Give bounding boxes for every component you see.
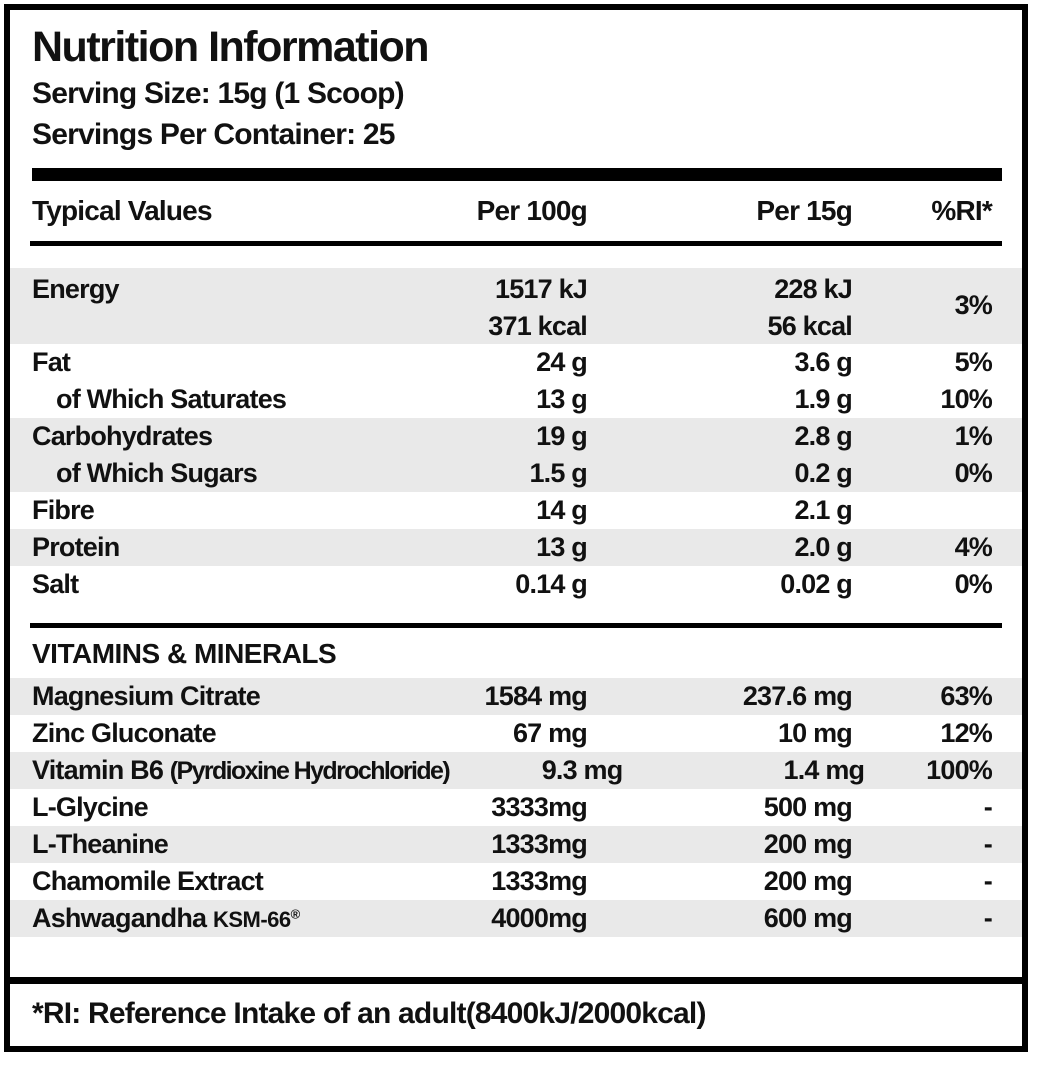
table-row-fibre: Fibre 14 g 2.1 g <box>10 492 1022 529</box>
value-ri: 0% <box>954 568 993 599</box>
row-name: Ashwagandha KSM-66® <box>32 902 301 933</box>
vitamin-row-zinc: Zinc Gluconate 67 mg 10 mg 12% <box>10 715 1022 752</box>
value-per-100g: 3333mg <box>491 791 588 822</box>
vitamin-row-magnesium: Magnesium Citrate 1584 mg 237.6 mg 63% <box>10 677 1022 715</box>
value-per-15g: 237.6 mg <box>742 680 853 711</box>
value-per-100g: 24 g <box>536 346 588 377</box>
energy-kj-100g: 1517 kJ <box>495 273 588 304</box>
vitamin-row-b6: Vitamin B6 (Pyrdioxine Hydrochloride) 9.… <box>10 751 1022 789</box>
value-per-100g: 4000mg <box>491 902 588 933</box>
value-per-100g: 1.5 g <box>529 457 587 488</box>
value-ri: 4% <box>954 531 993 562</box>
value-per-15g: 1.9 g <box>794 383 852 414</box>
table-row-fat: Fat 24 g 3.6 g 5% <box>10 344 1022 381</box>
vitamin-row-glycine: L-Glycine 3333mg 500 mg - <box>10 789 1022 826</box>
row-name: Fat <box>32 346 71 377</box>
table-row-energy: Energy 1517 kJ 371 kcal 228 kJ 56 kcal 3… <box>10 267 1022 344</box>
reference-intake-note: *RI: Reference Intake of an adult(8400kJ… <box>10 977 1022 1046</box>
value-per-15g: 2.0 g <box>794 531 852 562</box>
value-per-15g: 200 mg <box>763 865 853 896</box>
value-per-100g: 19 g <box>536 420 588 451</box>
row-name: Magnesium Citrate <box>32 680 261 711</box>
value-ri: 3% <box>954 290 993 321</box>
value-ri: 0% <box>954 457 993 488</box>
value-per-15g: 3.6 g <box>794 346 852 377</box>
value-per-15g: 10 mg <box>777 717 853 748</box>
spacer <box>10 603 1022 623</box>
row-name: Chamomile Extract <box>32 865 264 896</box>
label-header: Nutrition Information Serving Size: 15g … <box>10 10 1022 156</box>
row-name: Protein <box>32 531 120 562</box>
row-name: Salt <box>32 568 79 599</box>
value-per-15g: 0.02 g <box>780 568 853 599</box>
value-per-100g: 9.3 mg <box>541 754 624 785</box>
value-per-100g: 14 g <box>536 494 588 525</box>
table-row-sugars: of Which Sugars 1.5 g 0.2 g 0% <box>10 454 1022 492</box>
vitamin-row-chamomile: Chamomile Extract 1333mg 200 mg - <box>10 863 1022 900</box>
vitamins-section-divider <box>30 622 1002 628</box>
row-name: Fibre <box>32 494 95 525</box>
vitamin-row-theanine: L-Theanine 1333mg 200 mg - <box>10 825 1022 863</box>
column-typical-values: Typical Values <box>32 194 213 226</box>
value-per-15g: 0.2 g <box>794 457 852 488</box>
table-row-saturates: of Which Saturates 13 g 1.9 g 10% <box>10 381 1022 418</box>
value-ri: - <box>983 902 993 933</box>
value-per-100g: 1333mg <box>491 865 588 896</box>
row-name: Energy <box>32 273 120 304</box>
column-per-15g: Per 15g <box>756 194 852 226</box>
energy-kj-15g: 228 kJ <box>774 273 853 304</box>
row-name: L-Theanine <box>32 828 169 859</box>
servings-per-container: Servings Per Container: 25 <box>32 118 395 152</box>
table-row-protein: Protein 13 g 2.0 g 4% <box>10 528 1022 566</box>
label-title: Nutrition Information <box>32 23 430 71</box>
value-per-15g: 228 kJ 56 kcal <box>587 268 853 344</box>
column-header-divider <box>30 240 1002 246</box>
value-ri: 5% <box>954 346 993 377</box>
value-ri: 10% <box>940 383 992 414</box>
value-ri: - <box>983 791 993 822</box>
row-name: L-Glycine <box>32 791 149 822</box>
serving-size: Serving Size: 15g (1 Scoop) <box>32 76 405 110</box>
value-per-100g: 1333mg <box>491 828 588 859</box>
row-name: Carbohydrates <box>32 420 213 451</box>
value-per-15g: 200 mg <box>763 828 853 859</box>
value-ri: - <box>983 865 993 896</box>
column-per-100g: Per 100g <box>476 194 588 226</box>
row-name: of Which Sugars <box>56 457 258 488</box>
value-per-100g: 67 mg <box>512 717 588 748</box>
vitamins-heading: VITAMINS & MINERALS <box>32 637 337 669</box>
value-ri: 63% <box>940 680 992 711</box>
column-ri: %RI* <box>931 194 992 226</box>
value-per-15g: 600 mg <box>763 902 853 933</box>
row-name-detail: (Pyrdioxine Hydrochloride) <box>169 756 451 785</box>
value-ri: 1% <box>954 420 993 451</box>
value-ri: 12% <box>940 717 992 748</box>
value-per-100g: 13 g <box>536 383 588 414</box>
value-per-15g: 1.4 mg <box>783 754 866 785</box>
energy-kcal-100g: 371 kcal <box>488 310 588 341</box>
energy-kcal-15g: 56 kcal <box>767 310 853 341</box>
value-per-15g: 500 mg <box>763 791 853 822</box>
brand-name: KSM-66® <box>212 906 301 932</box>
table-row-salt: Salt 0.14 g 0.02 g 0% <box>10 566 1022 603</box>
value-per-15g: 2.8 g <box>794 420 852 451</box>
table-row-carbohydrates: Carbohydrates 19 g 2.8 g 1% <box>10 417 1022 455</box>
header-divider-bar <box>32 167 1002 181</box>
value-per-100g: 13 g <box>536 531 588 562</box>
nutrition-label: Nutrition Information Serving Size: 15g … <box>4 4 1028 1052</box>
row-name: Vitamin B6 (Pyrdioxine Hydrochloride) <box>32 754 451 785</box>
value-per-100g: 0.14 g <box>515 568 588 599</box>
value-ri: - <box>983 828 993 859</box>
value-per-15g: 2.1 g <box>794 494 852 525</box>
spacer <box>10 246 1022 268</box>
table-column-header: Typical Values Per 100g Per 15g %RI* <box>10 181 1022 241</box>
row-name: of Which Saturates <box>56 383 287 414</box>
value-ri: 100% <box>926 754 993 785</box>
value-per-100g: 1517 kJ 371 kcal <box>397 268 588 344</box>
vitamin-row-ashwagandha: Ashwagandha KSM-66® 4000mg 600 mg - <box>10 899 1022 937</box>
row-name: Zinc Gluconate <box>32 717 217 748</box>
registered-trademark-symbol: ® <box>290 906 301 922</box>
value-per-100g: 1584 mg <box>484 680 588 711</box>
